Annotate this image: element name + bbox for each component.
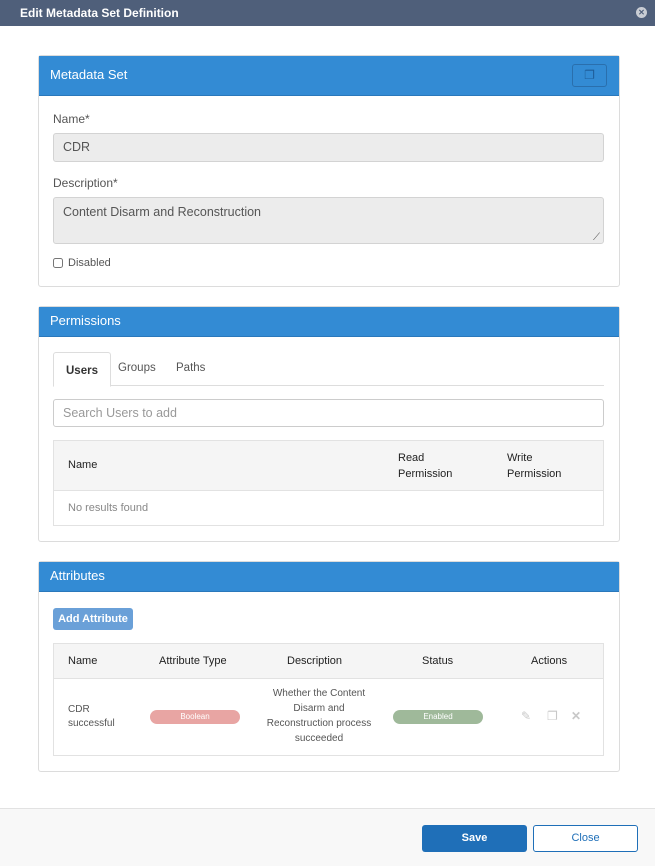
disabled-label: Disabled [68, 257, 111, 269]
column-description: Description [287, 655, 343, 667]
copy-set-button[interactable]: ❐ [572, 64, 607, 87]
delete-icon[interactable]: ✕ [571, 709, 582, 723]
column-actions: Actions [531, 655, 568, 667]
panel-title: Metadata Set [50, 67, 128, 82]
dialog-title: Edit Metadata Set Definition [20, 6, 179, 20]
copy-icon[interactable]: ❐ [547, 709, 558, 723]
type-badge: Boolean [150, 710, 240, 724]
tab-users[interactable]: Users [53, 352, 111, 387]
copy-icon: ❐ [584, 68, 595, 82]
description-label: Description* [53, 176, 118, 190]
column-read-permission: Read Permission [398, 452, 453, 480]
table-header: Name Read Permission Write Permission [54, 441, 603, 491]
edit-icon[interactable]: ✎ [521, 709, 532, 723]
save-button[interactable]: Save [422, 825, 527, 852]
dialog-footer: Save Close [0, 808, 655, 866]
name-field[interactable]: CDR [53, 133, 604, 162]
attribute-name: CDR successful [68, 704, 115, 729]
panel-header: Attributes [39, 562, 619, 592]
column-name: Name [68, 459, 98, 471]
dialog-titlebar: Edit Metadata Set Definition ✕ [0, 0, 655, 26]
disabled-checkbox[interactable] [53, 258, 63, 268]
panel-header: Metadata Set ❐ [39, 56, 619, 96]
permissions-tabs: Users Groups Paths [53, 352, 604, 387]
column-status: Status [422, 655, 454, 667]
attribute-description: Whether the Content Disarm and Reconstru… [266, 688, 372, 744]
close-icon[interactable]: ✕ [636, 7, 647, 18]
tab-groups[interactable]: Groups [118, 362, 156, 374]
resize-handle-icon[interactable]: ⟋ [593, 232, 600, 243]
search-users-input[interactable] [53, 399, 604, 427]
column-name: Name [68, 655, 98, 667]
metadata-set-panel: Metadata Set ❐ Name* CDR Description* Co… [38, 55, 620, 287]
attributes-panel: Attributes Add Attribute Name Attribute … [38, 561, 620, 772]
table-header: Name Attribute Type Description Status A… [54, 644, 603, 679]
attributes-table: Name Attribute Type Description Status A… [53, 643, 604, 756]
panel-title: Permissions [50, 313, 121, 328]
description-value: Content Disarm and Reconstruction [63, 205, 262, 219]
status-badge: Enabled [393, 710, 483, 724]
empty-text: No results found [68, 502, 149, 514]
permissions-panel: Permissions Users Groups Paths Name Read… [38, 306, 620, 542]
users-table: Name Read Permission Write Permission No… [53, 440, 604, 526]
description-field[interactable]: Content Disarm and Reconstruction ⟋ [53, 197, 604, 244]
table-row: CDR successful Boolean Whether the Conte… [54, 679, 603, 755]
add-attribute-button[interactable]: Add Attribute [53, 608, 133, 630]
column-write-permission: Write Permission [507, 452, 562, 480]
disabled-checkbox-row[interactable]: Disabled [53, 257, 111, 269]
name-label: Name* [53, 112, 90, 126]
close-button[interactable]: Close [533, 825, 638, 852]
panel-title: Attributes [50, 568, 105, 583]
tab-paths[interactable]: Paths [176, 362, 206, 374]
column-attribute-type: Attribute Type [159, 655, 227, 667]
panel-header: Permissions [39, 307, 619, 337]
